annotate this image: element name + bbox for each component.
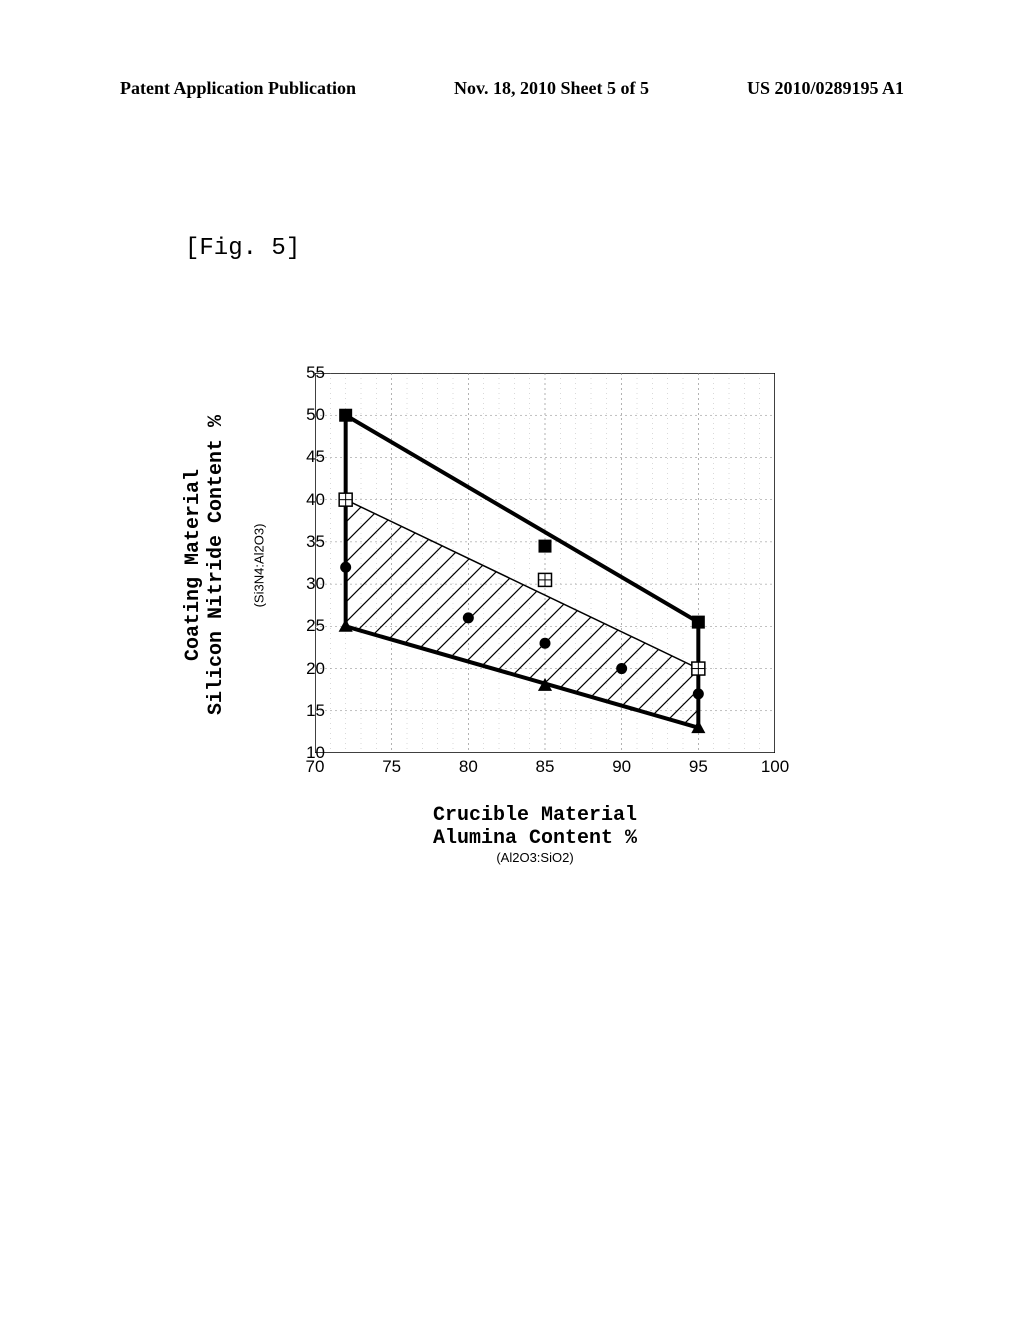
y-tick-label: 20: [295, 659, 325, 679]
y-axis-label-group: Coating Material Silicon Nitride Content…: [175, 385, 235, 745]
x-tick-label: 90: [607, 757, 637, 777]
x-tick-label: 80: [453, 757, 483, 777]
y-tick-label: 25: [295, 616, 325, 636]
y-tick-label: 45: [295, 447, 325, 467]
x-axis-label-line1: Crucible Material: [295, 804, 775, 827]
plot-area: [315, 373, 775, 753]
header-center: Nov. 18, 2010 Sheet 5 of 5: [454, 78, 649, 99]
chart-svg: [315, 373, 775, 753]
y-tick-label: 35: [295, 532, 325, 552]
figure-label: [Fig. 5]: [185, 235, 300, 262]
x-axis-label-group: Crucible Material Alumina Content % (Al2…: [295, 804, 775, 865]
y-axis-label: Coating Material Silicon Nitride Content…: [182, 415, 228, 715]
x-tick-label: 100: [760, 757, 790, 777]
x-tick-label: 95: [683, 757, 713, 777]
y-tick-label: 15: [295, 701, 325, 721]
y-tick-label: 55: [295, 363, 325, 383]
chart-container: Coating Material Silicon Nitride Content…: [175, 355, 795, 865]
x-tick-label: 75: [377, 757, 407, 777]
y-tick-label: 50: [295, 405, 325, 425]
y-tick-label: 30: [295, 574, 325, 594]
header-right: US 2010/0289195 A1: [747, 78, 904, 99]
x-axis-label-line2: Alumina Content %: [295, 827, 775, 850]
x-tick-label: 85: [530, 757, 560, 777]
y-tick-label: 40: [295, 490, 325, 510]
page-header: Patent Application Publication Nov. 18, …: [0, 78, 1024, 99]
x-axis-sublabel: (Al2O3:SiO2): [295, 850, 775, 865]
x-tick-label: 70: [300, 757, 330, 777]
header-left: Patent Application Publication: [120, 78, 356, 99]
y-axis-sublabel: (Si3N4:Al2O3): [251, 523, 266, 607]
